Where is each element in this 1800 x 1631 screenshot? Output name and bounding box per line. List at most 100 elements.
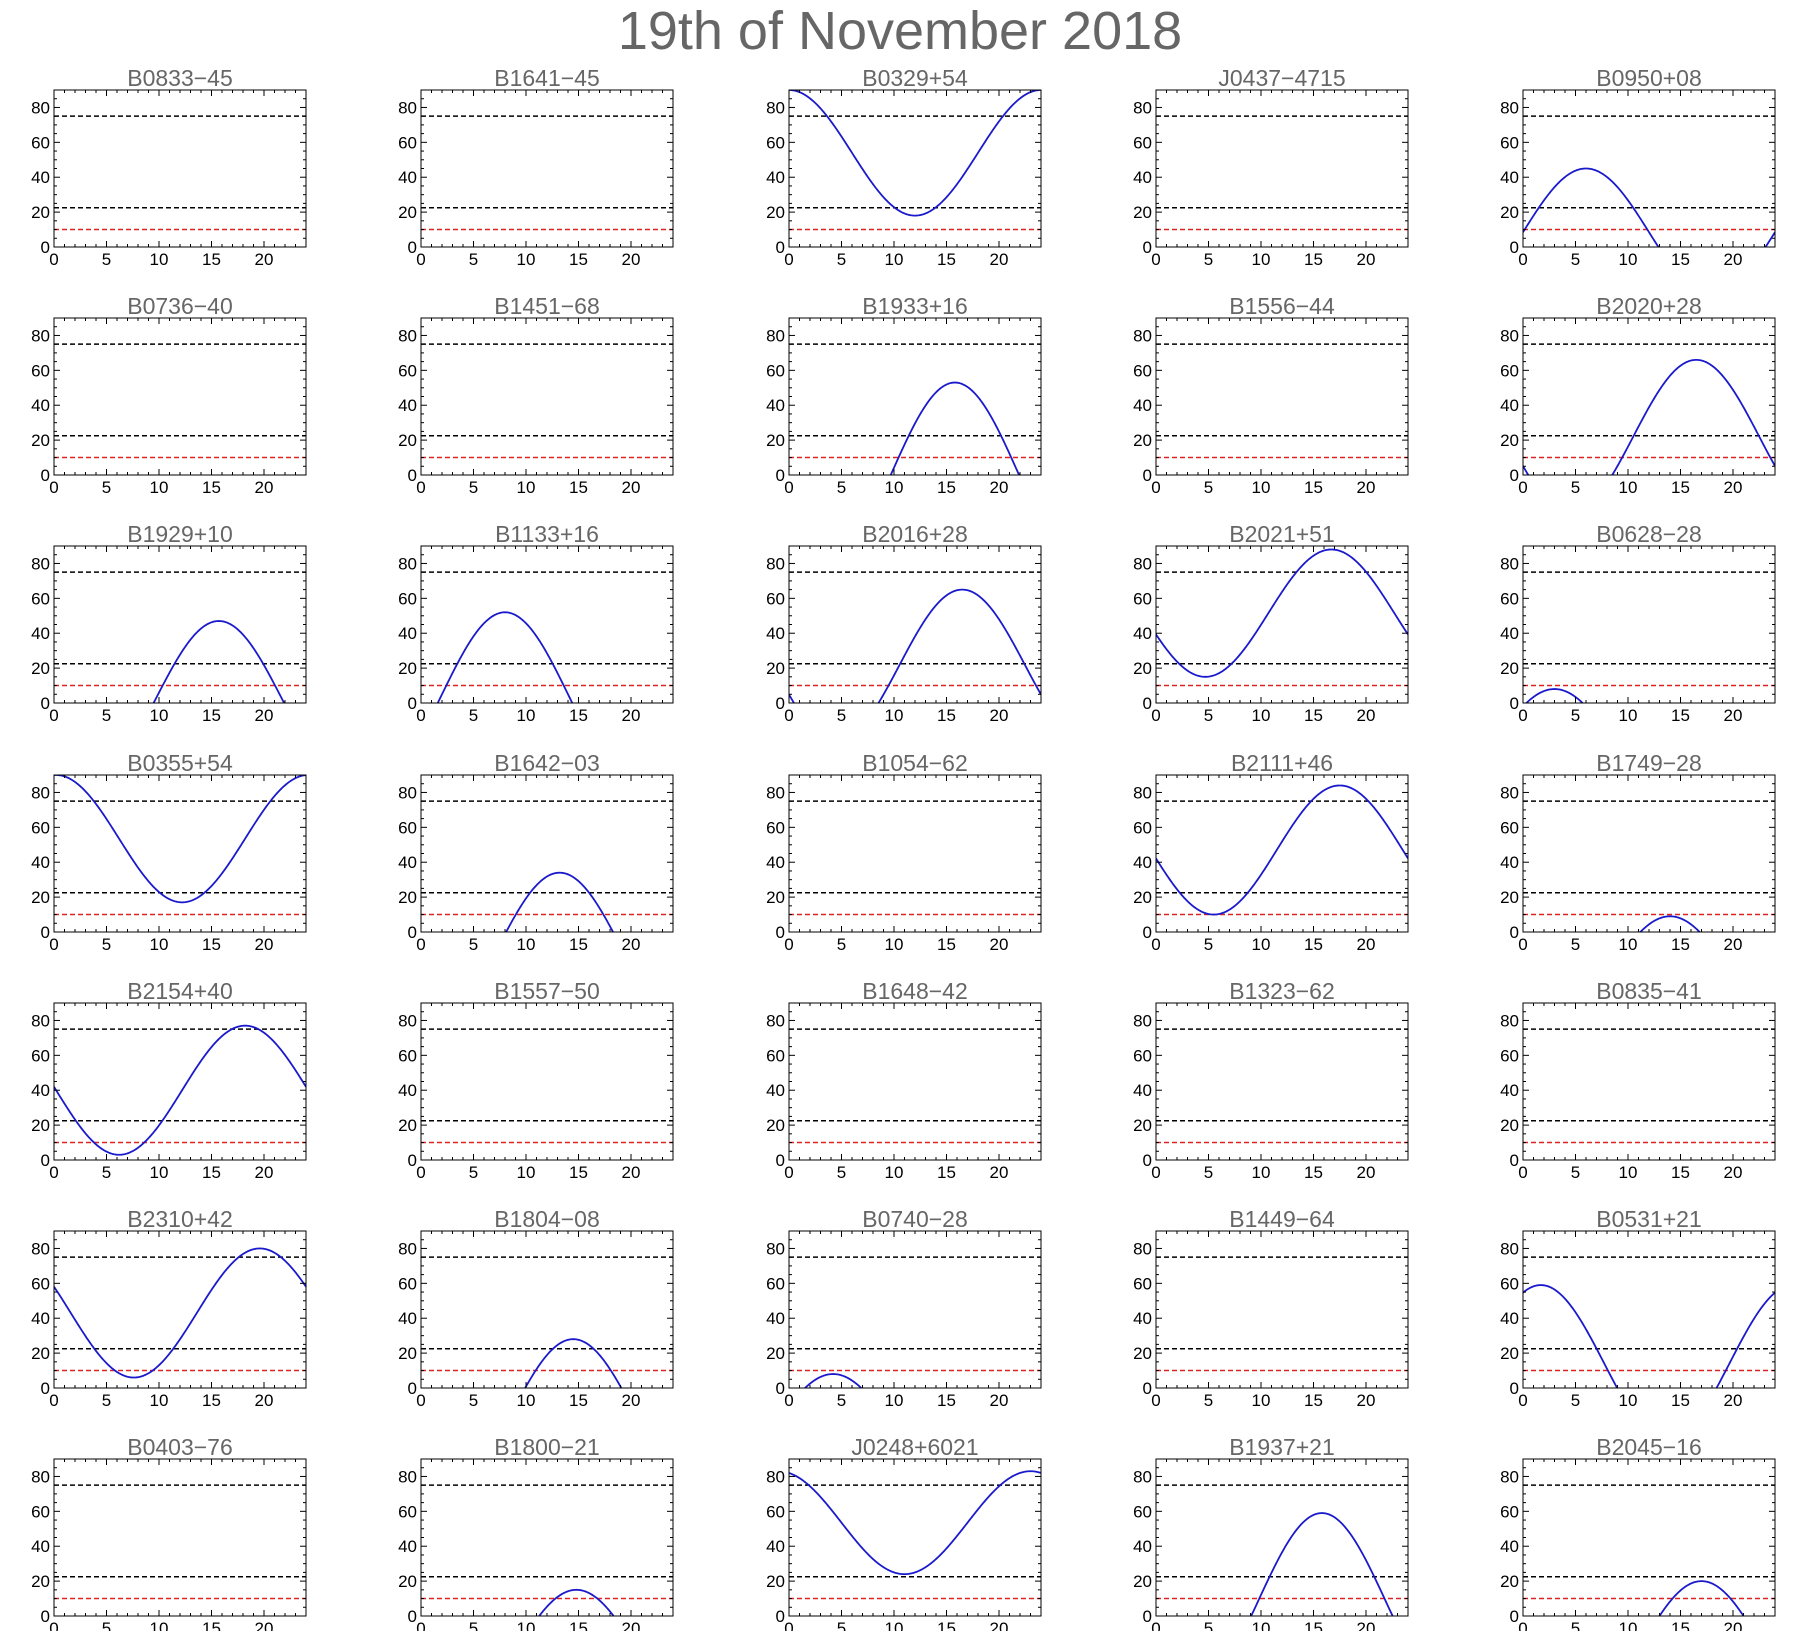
panel-title: B0833−45 [127,65,233,91]
y-tick-label: 80 [766,98,785,117]
y-tick-label: 80 [766,1011,785,1030]
panel: B1648−42 0 5 10 15 20 0 20 40 60 80 [766,978,1042,1182]
x-tick-label: 5 [837,1391,846,1410]
x-tick-label: 10 [1252,478,1271,497]
y-tick-label: 80 [1133,1467,1152,1486]
plot-frame [53,1458,307,1617]
y-tick-label: 20 [398,1116,417,1135]
y-tick-label: 20 [398,659,417,678]
y-tick-label: 0 [1510,1151,1519,1170]
x-tick-label: 5 [1571,1391,1580,1410]
x-tick-label: 0 [416,478,425,497]
y-tick-label: 20 [1500,203,1519,222]
x-tick-label: 5 [837,706,846,725]
x-tick-label: 20 [622,935,641,954]
plot-frame [53,1230,307,1389]
x-tick-label: 5 [1571,706,1580,725]
y-tick-label: 20 [1500,659,1519,678]
x-tick-label: 0 [49,1391,58,1410]
altitude-curve [803,1373,863,1388]
y-tick-label: 80 [1500,326,1519,345]
y-tick-label: 40 [1500,853,1519,872]
x-tick-label: 20 [255,706,274,725]
x-tick-label: 5 [102,1619,111,1631]
y-tick-label: 80 [31,1011,50,1030]
x-tick-label: 10 [1619,1391,1638,1410]
panel: B1804−08 0 5 10 15 20 0 20 40 60 80 [398,1206,674,1410]
plot-frame [420,774,674,933]
y-tick-label: 40 [1133,1081,1152,1100]
x-tick-label: 15 [1671,706,1690,725]
x-tick-label: 15 [1304,250,1323,269]
x-tick-label: 0 [1518,1391,1527,1410]
y-tick-label: 0 [408,466,417,485]
x-tick-label: 0 [1518,1619,1527,1631]
y-tick-label: 40 [398,1537,417,1556]
y-tick-label: 60 [398,361,417,380]
x-tick-label: 10 [517,935,536,954]
page-title: 19th of November 2018 [617,1,1183,61]
panel-title: B0950+08 [1596,65,1702,91]
x-tick-label: 0 [49,250,58,269]
altitude-curve [1156,784,1408,916]
panel-title: B1804−08 [494,1206,600,1232]
y-tick-label: 40 [1500,1537,1519,1556]
altitude-curve [1658,1580,1745,1616]
panel-title: B2020+28 [1596,293,1702,319]
x-tick-label: 0 [784,1391,793,1410]
y-tick-label: 0 [776,1379,785,1398]
panel-title: J0248+6021 [851,1434,978,1460]
y-tick-label: 60 [766,589,785,608]
x-tick-label: 5 [469,250,478,269]
x-tick-label: 10 [517,706,536,725]
panel-title: B2045−16 [1596,1434,1702,1460]
plot-frame [420,1458,674,1617]
x-tick-label: 10 [1619,935,1638,954]
x-tick-label: 10 [150,250,169,269]
y-tick-label: 0 [408,1379,417,1398]
y-tick-label: 60 [1500,818,1519,837]
panel: B2045−16 0 5 10 15 20 0 20 40 60 80 [1500,1434,1776,1631]
panel-title: B1800−21 [494,1434,600,1460]
panel-title: B0835−41 [1596,978,1702,1004]
x-tick-label: 0 [1151,1163,1160,1182]
panel: B1556−44 0 5 10 15 20 0 20 40 60 80 [1133,293,1409,497]
y-tick-label: 40 [766,1309,785,1328]
y-tick-label: 60 [1500,1502,1519,1521]
y-tick-label: 20 [398,888,417,907]
y-tick-label: 0 [776,1607,785,1626]
x-tick-label: 0 [1518,478,1527,497]
y-tick-label: 80 [1133,783,1152,802]
x-tick-label: 0 [49,935,58,954]
x-tick-label: 15 [569,1391,588,1410]
x-tick-label: 20 [255,1619,274,1631]
panel: B0950+08 0 5 10 15 20 0 20 40 60 80 [1500,65,1776,269]
y-tick-label: 40 [31,624,50,643]
x-tick-label: 20 [1357,706,1376,725]
altitude-curve [1523,358,1775,475]
y-tick-label: 60 [1500,1274,1519,1293]
y-tick-label: 80 [766,326,785,345]
panel: B2021+51 0 5 10 15 20 0 20 40 60 80 [1133,521,1409,725]
x-tick-label: 15 [1671,478,1690,497]
x-tick-label: 10 [1619,706,1638,725]
panel: B0329+54 0 5 10 15 20 0 20 40 60 80 [766,65,1042,269]
y-tick-label: 0 [408,1607,417,1626]
panel-title: B1937+21 [1229,1434,1335,1460]
y-tick-label: 20 [31,659,50,678]
x-tick-label: 0 [1518,706,1527,725]
x-tick-label: 0 [784,1619,793,1631]
y-tick-label: 20 [766,1344,785,1363]
x-tick-label: 5 [102,478,111,497]
panel: B0531+21 0 5 10 15 20 0 20 40 60 80 [1500,1206,1776,1410]
panel-title: B0329+54 [862,65,968,91]
x-tick-label: 20 [255,478,274,497]
panel: B0736−40 0 5 10 15 20 0 20 40 60 80 [31,293,307,497]
y-tick-label: 60 [1133,1046,1152,1065]
x-tick-label: 0 [1518,250,1527,269]
y-tick-label: 40 [31,1081,50,1100]
y-tick-label: 20 [31,1116,50,1135]
panel-title: B0628−28 [1596,521,1702,547]
panel: B0740−28 0 5 10 15 20 0 20 40 60 80 [766,1206,1042,1410]
